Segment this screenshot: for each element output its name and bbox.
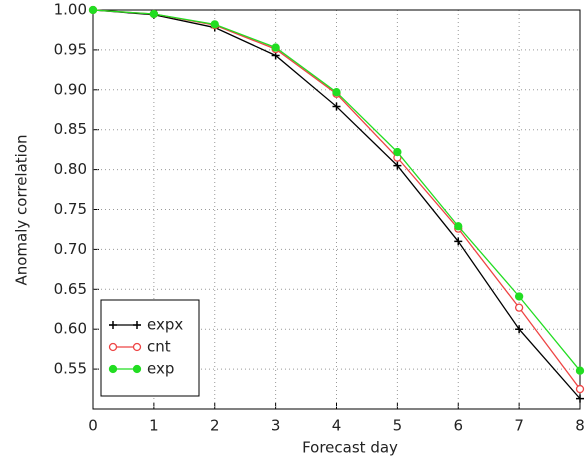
legend-label: cnt xyxy=(147,338,171,356)
legend-label: expx xyxy=(147,316,183,334)
marker xyxy=(454,222,463,231)
y-tick-label: 1.00 xyxy=(54,1,87,19)
x-tick-label: 4 xyxy=(332,417,342,435)
marker xyxy=(108,342,118,352)
x-tick-label: 2 xyxy=(210,417,220,435)
marker xyxy=(149,9,159,19)
x-tick-label: 7 xyxy=(514,417,524,435)
legend-box xyxy=(100,299,200,397)
y-tick-label: 0.95 xyxy=(54,40,87,58)
x-tick-label: 5 xyxy=(393,417,403,435)
marker xyxy=(133,321,141,329)
marker xyxy=(109,321,117,329)
marker xyxy=(108,364,118,374)
marker xyxy=(515,325,524,334)
plot-frame xyxy=(92,9,581,410)
x-axis-label: Forecast day xyxy=(302,439,398,457)
y-tick-label: 0.55 xyxy=(54,360,87,378)
marker xyxy=(393,161,402,170)
marker xyxy=(332,88,341,97)
y-tick-label: 0.90 xyxy=(54,80,87,98)
y-axis-label: Anomaly correlation xyxy=(13,134,31,285)
marker xyxy=(88,5,98,15)
marker xyxy=(332,102,341,111)
x-tick-label: 8 xyxy=(575,417,585,435)
x-tick-label: 0 xyxy=(88,417,98,435)
marker xyxy=(454,237,463,246)
legend-label: exp xyxy=(147,360,174,378)
x-tick-label: 3 xyxy=(271,417,281,435)
y-tick-label: 0.75 xyxy=(54,200,87,218)
marker xyxy=(575,366,585,375)
x-tick-label: 1 xyxy=(149,417,159,435)
y-tick-label: 0.70 xyxy=(54,240,87,258)
y-tick-label: 0.65 xyxy=(54,280,87,298)
y-tick-label: 0.80 xyxy=(54,160,87,178)
x-tick-label: 6 xyxy=(453,417,463,435)
marker xyxy=(210,20,219,29)
marker xyxy=(514,303,524,312)
marker xyxy=(393,147,402,157)
marker xyxy=(132,364,142,374)
marker xyxy=(514,292,524,301)
y-tick-label: 0.60 xyxy=(54,320,87,338)
marker xyxy=(575,384,585,394)
marker xyxy=(132,342,142,352)
y-tick-label: 0.85 xyxy=(54,120,87,138)
marker xyxy=(576,394,584,403)
marker xyxy=(271,43,280,52)
